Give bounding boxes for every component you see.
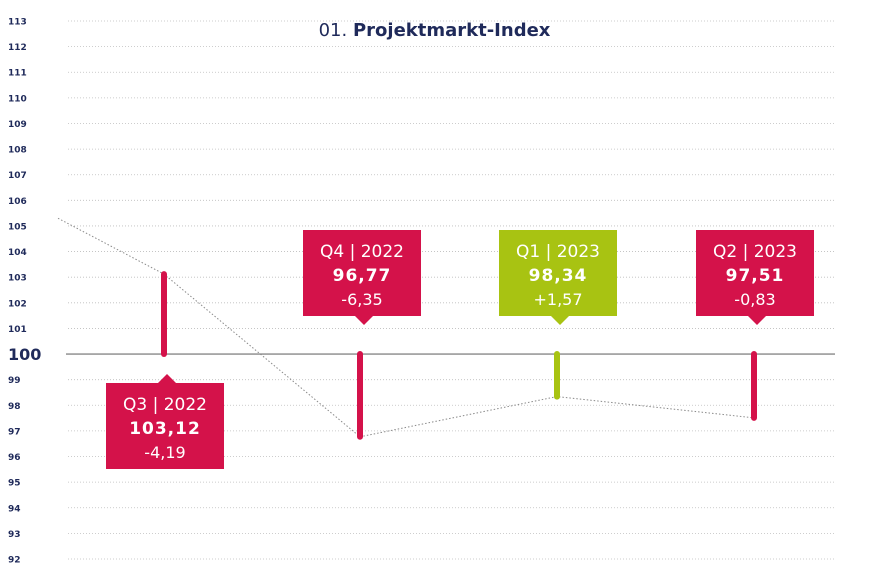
y-tick-label: 110	[8, 94, 27, 104]
y-tick-label: 101	[8, 325, 27, 335]
callout-value-label: 98,34	[528, 266, 588, 286]
chart-title-number: 01.	[318, 20, 348, 41]
y-tick-label: 92	[8, 556, 21, 566]
y-tick-label: 109	[8, 120, 27, 130]
callout-period-label: Q1 | 2023	[516, 242, 600, 262]
callout-pointer	[748, 316, 766, 325]
y-tick-label: 99	[8, 376, 21, 386]
y-tick-label: 105	[8, 222, 27, 232]
y-tick-label: 111	[8, 69, 27, 79]
callout-period-label: Q3 | 2022	[123, 395, 207, 415]
y-tick-label: 103	[8, 274, 27, 284]
callout-value-label: 97,51	[725, 266, 785, 286]
callout-period-label: Q2 | 2023	[713, 242, 797, 262]
callout-4: Q2 | 2023 97,51 -0,83	[696, 230, 814, 325]
y-tick-label: 104	[8, 248, 27, 258]
callout-1: Q3 | 2022 103,12 -4,19	[106, 374, 224, 469]
chart-title-name: Projektmarkt-Index	[352, 20, 551, 41]
y-tick-label: 96	[8, 453, 21, 463]
y-tick-label: 93	[8, 530, 21, 540]
callout-delta-label: -4,19	[144, 443, 186, 462]
y-tick-label: 108	[8, 146, 27, 156]
chart-title: 01. Projektmarkt-Index	[0, 20, 869, 41]
callout-pointer	[158, 374, 176, 383]
callout-2: Q4 | 2022 96,77 -6,35	[303, 230, 421, 325]
y-tick-label: 95	[8, 479, 21, 489]
callout-value-label: 96,77	[332, 266, 392, 286]
y-tick-label: 97	[8, 427, 21, 437]
callout-3: Q1 | 2023 98,34 +1,57	[499, 230, 617, 325]
y-tick-label: 98	[8, 402, 21, 412]
callout-pointer	[355, 316, 373, 325]
callout-period-label: Q4 | 2022	[320, 242, 404, 262]
y-tick-label: 112	[8, 43, 27, 53]
callout-value-label: 103,12	[129, 419, 201, 439]
y-tick-label: 100	[8, 345, 41, 364]
y-tick-label: 102	[8, 299, 27, 309]
callout-pointer	[551, 316, 569, 325]
y-tick-label: 113	[8, 18, 27, 28]
callout-delta-label: +1,57	[533, 290, 583, 309]
y-tick-label: 106	[8, 197, 27, 207]
y-tick-label: 107	[8, 171, 27, 181]
y-tick-label: 94	[8, 504, 21, 514]
callout-delta-label: -0,83	[734, 290, 776, 309]
callout-delta-label: -6,35	[341, 290, 383, 309]
